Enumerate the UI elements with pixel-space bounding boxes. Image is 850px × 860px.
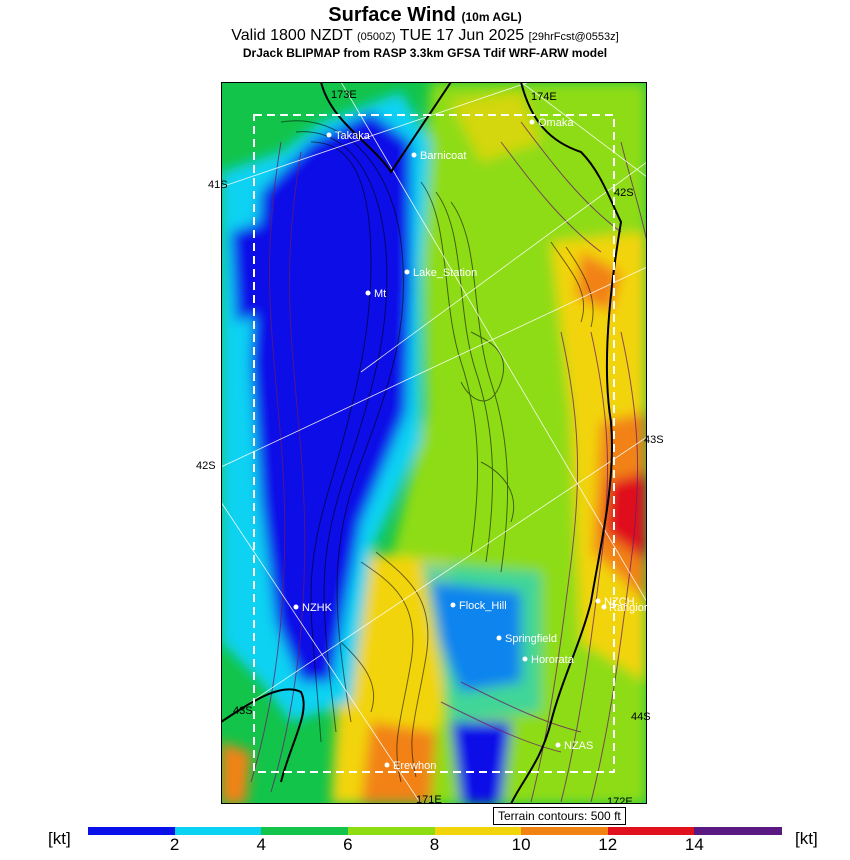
wind-map: Takaka Barnicoat Omaka Lake_Station Mt N… bbox=[221, 82, 647, 804]
lat-label-41s-left: 41S bbox=[208, 179, 228, 191]
wind-band-blue-northwest bbox=[231, 222, 266, 322]
graticule bbox=[221, 82, 647, 804]
colorbar-tick-label: 6 bbox=[343, 835, 353, 854]
lat-label-42s-left: 42S bbox=[196, 460, 216, 472]
place-dot-mt bbox=[365, 290, 371, 296]
lat-label-43s-right: 43S bbox=[644, 434, 664, 446]
wind-band-orange-sw bbox=[221, 742, 251, 804]
chart-title: Surface Wind (10m AGL) bbox=[0, 4, 850, 27]
place-label-rangiora: Rangiora bbox=[609, 602, 647, 614]
place-label-flock-hill: Flock_Hill bbox=[459, 600, 507, 612]
place-dot-lake-station bbox=[404, 269, 410, 275]
title-suffix: (10m AGL) bbox=[461, 10, 522, 24]
map-frame bbox=[221, 82, 647, 804]
place-label-nzhk: NZHK bbox=[302, 602, 333, 614]
colorbar-segment bbox=[261, 827, 349, 835]
forecast-info: [29hrFcst@0553z] bbox=[528, 31, 619, 43]
lon-label-171e: 171E bbox=[416, 794, 442, 804]
coastline-west bbox=[221, 688, 305, 783]
valid-time: Valid 1800 NZDT (0500Z) TUE 17 Jun 2025 … bbox=[0, 27, 850, 45]
wind-band-orange-south bbox=[361, 722, 436, 804]
place-dot-nzhk bbox=[293, 604, 299, 610]
model-line: DrJack BLIPMAP from RASP 3.3km GFSA Tdif… bbox=[242, 46, 608, 60]
place-label-omaka: Omaka bbox=[538, 117, 574, 129]
colorbar-tick-label: 8 bbox=[429, 835, 440, 854]
place-label-springfield: Springfield bbox=[505, 633, 557, 645]
coastline bbox=[320, 82, 623, 804]
place-dot-rangiora bbox=[601, 604, 607, 610]
title-main: Surface Wind bbox=[328, 4, 456, 26]
place-dot-barnicoat bbox=[411, 152, 417, 158]
colorbar-segment bbox=[694, 827, 782, 835]
terrain-contours bbox=[280, 120, 594, 783]
colorbar-tick-label: 12 bbox=[598, 835, 618, 854]
place-label-nzas: NZAS bbox=[564, 740, 593, 752]
place-label-erewhon: Erewhon bbox=[393, 760, 436, 772]
valid-utc: (0500Z) bbox=[356, 31, 396, 43]
place-dot-omaka bbox=[529, 119, 535, 125]
colorbar-segment bbox=[174, 827, 262, 835]
colorbar-segment bbox=[521, 827, 609, 835]
colorbar-tick-label: 4 bbox=[256, 835, 266, 854]
wind-band-blue-south bbox=[451, 722, 511, 804]
colorbar-unit-right: [kt] bbox=[795, 829, 818, 848]
place-label-takaka: Takaka bbox=[335, 130, 371, 142]
lon-label-172e: 172E bbox=[607, 796, 633, 804]
lon-label-173e: 173E bbox=[331, 89, 357, 101]
wind-streamlines bbox=[250, 121, 647, 803]
lat-label-44s-right: 44S bbox=[631, 711, 651, 723]
colorbar-segment bbox=[88, 827, 176, 835]
colorbar-segment bbox=[347, 827, 435, 835]
place-dot-springfield bbox=[496, 635, 502, 641]
place-dot-hororata bbox=[522, 656, 528, 662]
wind-band-cyan-central bbox=[421, 562, 541, 722]
place-dot-takaka bbox=[326, 132, 332, 138]
place-label-mt: Mt bbox=[374, 288, 386, 300]
valid-prefix: Valid 1800 NZDT bbox=[231, 27, 353, 44]
place-label-lake-station: Lake_Station bbox=[413, 267, 477, 279]
lat-label-42s-right: 42S bbox=[614, 187, 634, 199]
place-dot-nzch bbox=[595, 598, 601, 604]
colorbar-tick-label: 14 bbox=[684, 835, 704, 854]
colorbar-segment bbox=[434, 827, 522, 835]
colorbar-unit-left: [kt] bbox=[48, 829, 71, 848]
inner-domain-box bbox=[253, 114, 615, 773]
colorbar-segment bbox=[607, 827, 695, 835]
colorbar-tick-label: 10 bbox=[511, 835, 531, 854]
lat-label-43s-left: 43S bbox=[233, 705, 253, 717]
place-label-hororata: Hororata bbox=[531, 654, 575, 666]
valid-date: TUE 17 Jun 2025 bbox=[399, 27, 525, 44]
place-dot-flock-hill bbox=[450, 602, 456, 608]
place-dot-nzas bbox=[555, 742, 561, 748]
place-dot-erewhon bbox=[384, 762, 390, 768]
lon-label-174e: 174E bbox=[531, 91, 557, 103]
colorbar-tick-label: 2 bbox=[169, 835, 180, 854]
place-label-nzch: NZCH bbox=[604, 596, 635, 608]
wind-band-yellow-north bbox=[451, 92, 541, 162]
place-label-barnicoat: Barnicoat bbox=[420, 150, 466, 162]
terrain-contour-note: Terrain contours: 500 ft bbox=[493, 807, 626, 825]
